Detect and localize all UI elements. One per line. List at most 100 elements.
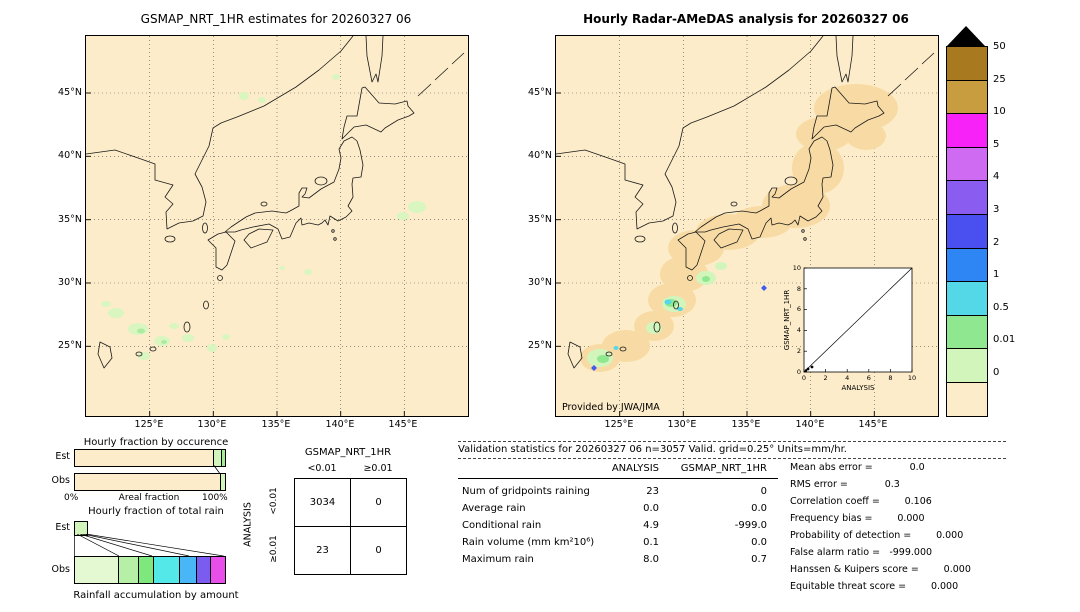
colorbar-segment bbox=[947, 180, 987, 214]
lat-tick: 45°N bbox=[58, 87, 82, 98]
bar-segment bbox=[137, 557, 154, 583]
stat-label: Average rain bbox=[462, 503, 526, 514]
occurrence-title: Hourly fraction by occurence bbox=[83, 437, 229, 448]
stats-col-gsmap: GSMAP_NRT_1HR bbox=[680, 463, 767, 474]
total-rain-title: Hourly fraction of total rain bbox=[88, 506, 224, 517]
colorbar-label: 4 bbox=[993, 171, 1000, 183]
lat-tick: 30°N bbox=[528, 277, 552, 288]
score-value: 0.000 bbox=[897, 513, 925, 524]
contingency-col-header: <0.01 bbox=[307, 463, 337, 474]
score-row: Probability of detection = 0.000 bbox=[790, 530, 963, 541]
svg-text:10: 10 bbox=[793, 264, 801, 272]
score-label: Frequency bias = bbox=[790, 513, 873, 524]
occurrence-xmin: 0% bbox=[64, 493, 79, 503]
radar-map-title: Hourly Radar-AMeDAS analysis for 2026032… bbox=[583, 12, 909, 26]
svg-text:0: 0 bbox=[802, 374, 806, 382]
colorbar-label: 0 bbox=[993, 367, 1000, 378]
score-label: Probability of detection = bbox=[790, 530, 912, 541]
lat-tick: 40°N bbox=[528, 150, 552, 161]
score-row: Correlation coeff = 0.106 bbox=[790, 496, 932, 507]
lat-tick: 35°N bbox=[528, 214, 552, 225]
obs-row-label: Obs bbox=[51, 475, 70, 486]
contingency-title: GSMAP_NRT_1HR bbox=[304, 447, 392, 458]
colorbar: 50 25 10 5 4 3 2 1 0.5 0.01 0 bbox=[946, 26, 1056, 417]
score-row: RMS error = 0.3 bbox=[790, 479, 900, 490]
score-label: Hanssen & Kuipers score = bbox=[790, 564, 919, 575]
score-value: 0.0 bbox=[909, 462, 925, 473]
gsmap-rain-areas-strong bbox=[137, 328, 167, 344]
stat-analysis-value: 0.1 bbox=[643, 537, 659, 548]
contingency-row-header: <0.01 bbox=[269, 487, 279, 515]
lat-tick: 40°N bbox=[58, 150, 82, 161]
est-row-label: Est bbox=[55, 522, 70, 533]
lon-tick: 130°E bbox=[197, 419, 227, 430]
bar-segment bbox=[75, 557, 119, 583]
totalrain-obs-bar bbox=[74, 556, 226, 584]
score-row: Equitable threat score = 0.000 bbox=[790, 581, 958, 592]
svg-text:4: 4 bbox=[797, 326, 801, 334]
inset-ylabel: GSMAP_NRT_1HR bbox=[783, 290, 791, 351]
score-label: False alarm ratio = bbox=[790, 547, 881, 558]
stat-gsmap-value: 0 bbox=[760, 486, 767, 497]
lat-tick: 25°N bbox=[528, 340, 552, 351]
gsmap-map bbox=[85, 35, 469, 417]
colorbar-segment bbox=[947, 348, 987, 382]
stats-header-row: ANALYSIS GSMAP_NRT_1HR bbox=[462, 463, 782, 476]
contingency-cell: 3034 bbox=[295, 479, 351, 527]
lon-tick: 145°E bbox=[858, 419, 888, 430]
stat-analysis-value: 23 bbox=[646, 486, 659, 497]
bar-segment bbox=[75, 450, 213, 466]
svg-text:4: 4 bbox=[845, 374, 849, 382]
inset-diagonal bbox=[803, 267, 913, 373]
colorbar-segment bbox=[947, 381, 987, 416]
score-value: 0.000 bbox=[936, 530, 964, 541]
stats-row: Rain volume (mm km²10⁶) 0.1 0.0 bbox=[462, 537, 782, 550]
stat-label: Conditional rain bbox=[462, 520, 542, 531]
contingency-cell: 0 bbox=[351, 479, 407, 527]
occurrence-chart: Hourly fraction by occurence Est Obs 0% … bbox=[38, 437, 274, 507]
score-row: Hanssen & Kuipers score = 0.000 bbox=[790, 564, 971, 575]
stat-label: Num of gridpoints raining bbox=[462, 486, 590, 497]
colorbar-segment bbox=[947, 113, 987, 147]
contingency-table: GSMAP_NRT_1HR <0.01 ≥0.01 ANALYSIS <0.01… bbox=[243, 447, 418, 585]
colorbar-segment bbox=[947, 314, 987, 349]
stat-analysis-value: 8.0 bbox=[643, 554, 659, 565]
colorbar-bar bbox=[946, 46, 988, 417]
score-row: Frequency bias = 0.000 bbox=[790, 513, 925, 524]
colorbar-label: 2 bbox=[993, 236, 1000, 248]
score-value: 0.000 bbox=[930, 581, 959, 592]
lon-tick: 135°E bbox=[731, 419, 761, 430]
credit-text: Provided by JWA/JMA bbox=[562, 402, 660, 413]
score-value: 0.106 bbox=[904, 496, 932, 507]
colorbar-segment bbox=[947, 146, 987, 181]
bar-segment bbox=[75, 474, 220, 490]
inset-points bbox=[804, 365, 814, 372]
occurrence-step-line bbox=[213, 464, 220, 474]
stats-row: Conditional rain 4.9 -999.0 bbox=[462, 520, 782, 533]
stats-header-rule bbox=[458, 478, 778, 479]
gsmap-map-title: GSMAP_NRT_1HR estimates for 20260327 06 bbox=[140, 12, 412, 26]
scatter-in-inset: 0 2 4 6 8 10 0 2 4 6 8 10 ANALYSIS GSMAP… bbox=[783, 264, 916, 392]
stat-gsmap-value: 0.7 bbox=[751, 554, 767, 565]
lat-tick: 45°N bbox=[528, 87, 552, 98]
bar-segment bbox=[195, 557, 210, 583]
bar-segment bbox=[212, 450, 222, 466]
radar-intense-rain-cores bbox=[613, 299, 683, 350]
svg-text:8: 8 bbox=[797, 285, 801, 293]
stat-label: Maximum rain bbox=[462, 554, 534, 565]
occurrence-xmax: 100% bbox=[202, 493, 228, 503]
bar-segment bbox=[221, 450, 225, 466]
stat-analysis-value: 0.0 bbox=[643, 503, 659, 514]
bar-segment bbox=[219, 474, 225, 490]
stat-gsmap-value: 0.0 bbox=[751, 503, 767, 514]
totalrain-fan-lines bbox=[74, 534, 224, 556]
svg-text:6: 6 bbox=[867, 374, 871, 382]
radar-map: 0 2 4 6 8 10 0 2 4 6 8 10 ANALYSIS GSMAP… bbox=[555, 35, 939, 417]
score-value: 0.000 bbox=[943, 564, 971, 575]
colorbar-label: 0.01 bbox=[993, 334, 1016, 346]
colorbar-overflow-triangle bbox=[947, 26, 985, 46]
colorbar-segment bbox=[947, 213, 987, 248]
stats-row: Num of gridpoints raining 23 0 bbox=[462, 486, 782, 499]
score-value: 0.3 bbox=[884, 479, 900, 490]
total-rain-chart: Hourly fraction of total rain Est Obs Ra… bbox=[38, 506, 274, 606]
